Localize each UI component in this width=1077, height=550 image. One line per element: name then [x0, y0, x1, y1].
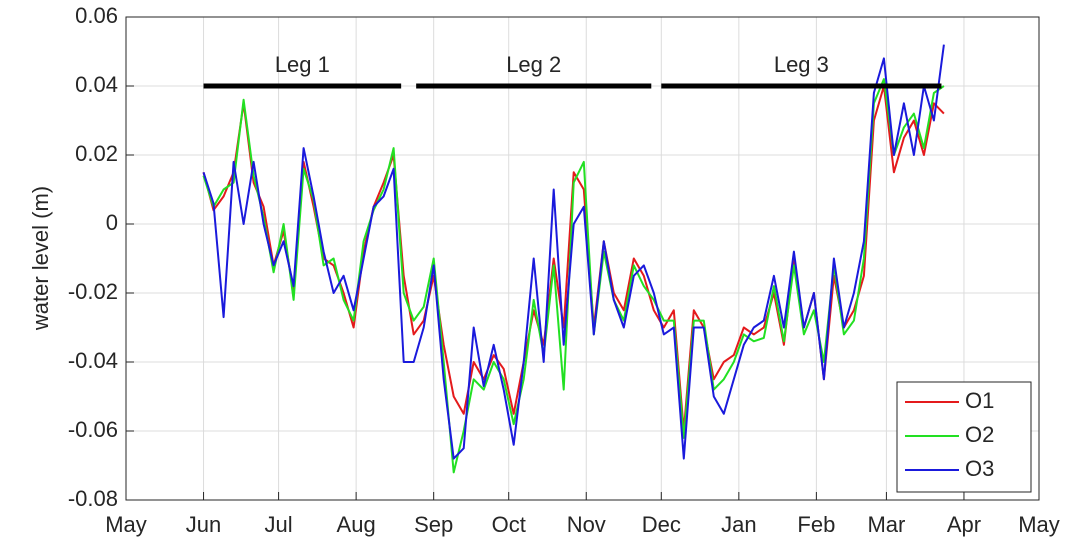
x-tick-label: Oct: [492, 512, 526, 537]
x-tick-label: May: [1018, 512, 1060, 537]
legend-label: O3: [965, 456, 994, 481]
y-axis-label: water level (m): [28, 186, 53, 331]
y-tick-label: -0.06: [68, 417, 118, 442]
x-tick-label: Dec: [642, 512, 681, 537]
y-tick-label: -0.04: [68, 348, 118, 373]
y-tick-label: 0.04: [75, 72, 118, 97]
leg-label: Leg 3: [774, 52, 829, 77]
legend: O1 O2 O3: [896, 381, 1032, 493]
x-tick-label: Sep: [414, 512, 453, 537]
x-tick-label: Jul: [265, 512, 293, 537]
leg-label: Leg 1: [275, 52, 330, 77]
y-tick-label: 0.02: [75, 141, 118, 166]
legend-label: O2: [965, 422, 994, 447]
data-line: [202, 44, 945, 460]
x-tick-label: Apr: [947, 512, 981, 537]
y-tick-label: -0.08: [68, 486, 118, 511]
y-tick-label: 0.06: [75, 3, 118, 28]
x-tick-label: Jan: [721, 512, 756, 537]
axes-box: [125, 16, 1040, 501]
leg-label: Leg 2: [506, 52, 561, 77]
x-tick-label: Jun: [186, 512, 221, 537]
legend-label: O1: [965, 388, 994, 413]
x-tick-label: Aug: [337, 512, 376, 537]
x-tick-label: Mar: [867, 512, 905, 537]
y-tick-label: 0: [106, 210, 118, 235]
x-tick-label: Feb: [797, 512, 835, 537]
x-tick-label: Nov: [567, 512, 606, 537]
x-tick-label: May: [105, 512, 147, 537]
y-tick-label: -0.02: [68, 279, 118, 304]
